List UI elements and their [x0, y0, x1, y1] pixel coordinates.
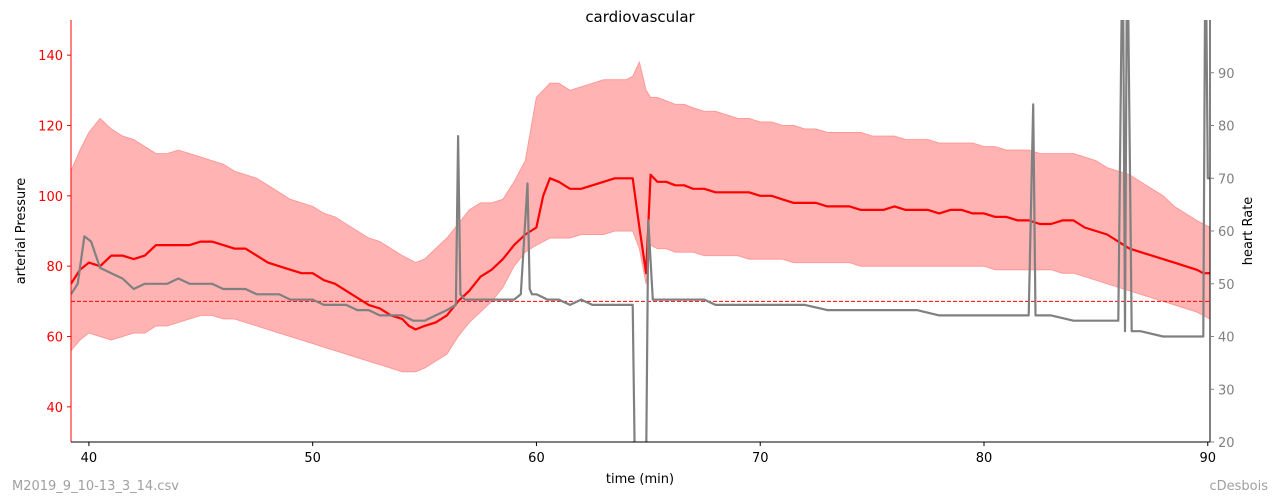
right-y-tick-label: 40: [1218, 331, 1235, 346]
right-y-tick-label: 20: [1218, 436, 1235, 451]
left-y-tick-label: 40: [46, 401, 63, 416]
right-y-axis-label: heart Rate: [1241, 197, 1256, 266]
right-y-tick-label: 80: [1218, 120, 1235, 135]
pressure-range-band: [71, 60, 1210, 373]
right-y-tick-label: 50: [1218, 278, 1235, 293]
chart-title: cardiovascular: [585, 8, 695, 26]
x-tick-label: 60: [528, 451, 545, 466]
left-y-tick-label: 120: [38, 120, 63, 135]
axes: 40 50 60 70 80 90 40 60 80 100 120 140 20 30 40 50 60 70 8…: [38, 20, 1235, 466]
left-y-tick-label: 100: [38, 190, 63, 205]
heart-rate-line: [71, 20, 1210, 442]
x-axis-label: time (min): [606, 472, 674, 487]
right-y-tick-label: 70: [1218, 172, 1235, 187]
footer-author: cDesbois: [1209, 479, 1268, 494]
footer-filename: M2019_9_10-13_3_14.csv: [12, 479, 179, 494]
left-y-tick-label: 140: [38, 49, 63, 64]
pressure-line: [71, 173, 1210, 331]
right-y-tick-label: 60: [1218, 225, 1235, 240]
right-y-tick-label: 90: [1218, 67, 1235, 82]
left-y-tick-label: 80: [46, 260, 63, 275]
x-tick-label: 90: [1199, 451, 1216, 466]
x-tick-label: 70: [752, 451, 769, 466]
x-tick-label: 80: [976, 451, 993, 466]
x-tick-label: 40: [81, 451, 98, 466]
right-y-tick-label: 30: [1218, 383, 1235, 398]
left-y-axis-label: arterial Pressure: [14, 178, 29, 285]
plot-area: [71, 20, 1210, 442]
left-y-tick-label: 60: [46, 331, 63, 346]
x-tick-label: 50: [304, 451, 321, 466]
